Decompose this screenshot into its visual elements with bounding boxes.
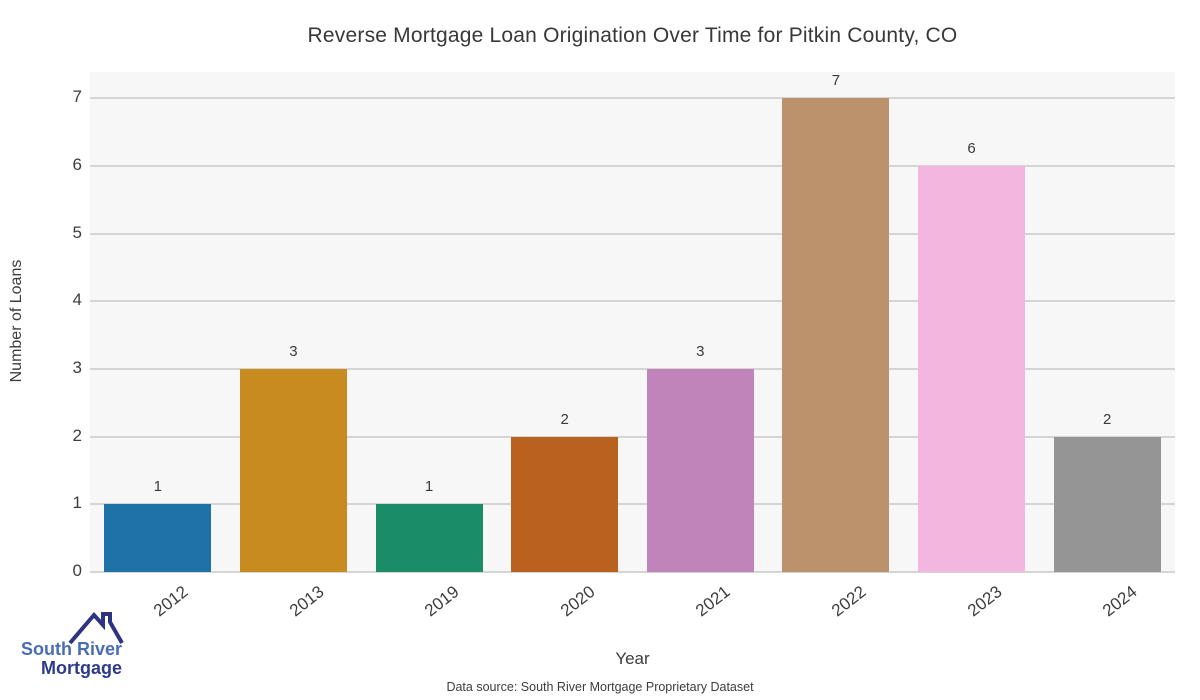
y-tick-label-2: 2 bbox=[72, 425, 82, 445]
y-axis-title: Number of Loans bbox=[8, 259, 25, 383]
gridline-y5 bbox=[90, 232, 1175, 235]
x-tick-label-2023: 2023 bbox=[963, 582, 1006, 621]
bar-value-label-2022: 7 bbox=[831, 72, 841, 90]
gridline-y3 bbox=[90, 368, 1175, 371]
y-tick-label-7: 7 bbox=[72, 87, 82, 107]
y-tick-label-4: 4 bbox=[72, 290, 82, 310]
house-roof-icon bbox=[68, 611, 124, 645]
gridline-y7 bbox=[90, 97, 1175, 100]
y-tick-label-3: 3 bbox=[72, 358, 82, 378]
data-source-note: Data source: South River Mortgage Propri… bbox=[446, 680, 754, 694]
logo-text: South River Mortgage bbox=[18, 640, 122, 678]
bar-2024 bbox=[1053, 436, 1161, 572]
bar-value-label-2019: 1 bbox=[424, 478, 434, 496]
logo-line2: Mortgage bbox=[41, 658, 122, 678]
x-tick-label-2021: 2021 bbox=[692, 582, 735, 621]
bar-value-label-2013: 3 bbox=[289, 343, 298, 361]
y-tick-label-0: 0 bbox=[72, 561, 82, 580]
y-tick-label-6: 6 bbox=[72, 155, 82, 175]
bar-2023 bbox=[918, 166, 1026, 572]
x-tick-label-2012: 2012 bbox=[150, 582, 192, 621]
bar-2013 bbox=[239, 369, 347, 572]
bar-value-label-2023: 6 bbox=[967, 140, 976, 158]
y-tick-label-5: 5 bbox=[72, 222, 82, 242]
plot-area: 1 3 1 2 3 7 6 2 bbox=[90, 72, 1175, 573]
bar-2021 bbox=[646, 369, 754, 572]
x-tick-label-2020: 2020 bbox=[556, 582, 599, 621]
bar-2012 bbox=[104, 504, 212, 572]
logo-line1: South River bbox=[20, 639, 122, 659]
gridline-y6 bbox=[90, 165, 1175, 168]
x-axis-title: Year bbox=[615, 649, 650, 668]
gridline-y2 bbox=[90, 435, 1175, 438]
bar-value-label-2020: 2 bbox=[560, 410, 569, 428]
chart-title: Reverse Mortgage Loan Origination Over T… bbox=[307, 24, 958, 47]
bar-2022 bbox=[782, 98, 890, 572]
gridline-y4 bbox=[90, 300, 1175, 303]
x-tick-label-2022: 2022 bbox=[828, 582, 870, 621]
bar-2019 bbox=[375, 504, 483, 572]
bar-value-label-2024: 2 bbox=[1103, 410, 1112, 428]
x-tick-label-2024: 2024 bbox=[1099, 582, 1141, 621]
bar-2020 bbox=[511, 436, 619, 572]
bar-value-label-2012: 1 bbox=[153, 478, 162, 496]
bar-value-label-2021: 3 bbox=[696, 343, 705, 361]
y-tick-label-1: 1 bbox=[72, 493, 82, 513]
gridline-y0 bbox=[90, 571, 1175, 573]
x-tick-label-2019: 2019 bbox=[421, 582, 463, 621]
gridline-y1 bbox=[90, 503, 1175, 506]
x-tick-label-2013: 2013 bbox=[285, 582, 328, 621]
